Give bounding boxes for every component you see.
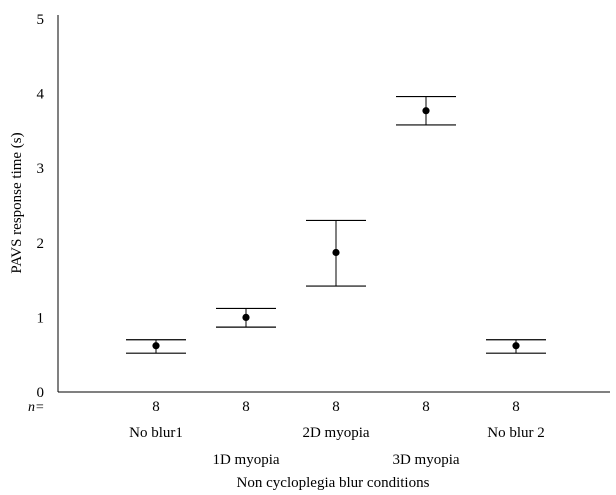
y-tick-label: 4 [37, 87, 45, 103]
n-count: 8 [512, 399, 520, 415]
n-count: 8 [332, 399, 340, 415]
x-category-label: No blur1 [129, 425, 183, 441]
data-point [422, 107, 430, 115]
n-label: n= [28, 400, 44, 415]
n-counts: 8 8 8 8 8 [152, 399, 520, 415]
x-axis-label: Non cycloplegia blur conditions [237, 475, 430, 491]
x-category-labels: No blur1 1D myopia 2D myopia 3D myopia No bl… [129, 425, 545, 468]
y-tick-labels: 0 1 2 3 4 5 [37, 12, 45, 401]
data-point [152, 342, 160, 350]
data-point [242, 313, 250, 321]
y-tick-label: 5 [37, 12, 45, 28]
x-category-label: No blur 2 [487, 425, 545, 441]
data-point [512, 342, 520, 350]
x-category-label: 1D myopia [212, 452, 279, 468]
n-count: 8 [242, 399, 250, 415]
n-count: 8 [422, 399, 430, 415]
y-tick-label: 1 [37, 310, 45, 326]
y-tick-label: 2 [37, 236, 45, 252]
x-category-label: 2D myopia [302, 425, 369, 441]
y-axis-label: PAVS response time (s) [9, 132, 25, 273]
error-bars [126, 95, 546, 354]
y-tick-label: 0 [37, 385, 45, 401]
y-tick-label: 3 [37, 161, 45, 177]
x-category-label: 3D myopia [392, 452, 459, 468]
data-points [152, 107, 520, 350]
data-point [332, 248, 340, 257]
n-count: 8 [152, 399, 160, 415]
